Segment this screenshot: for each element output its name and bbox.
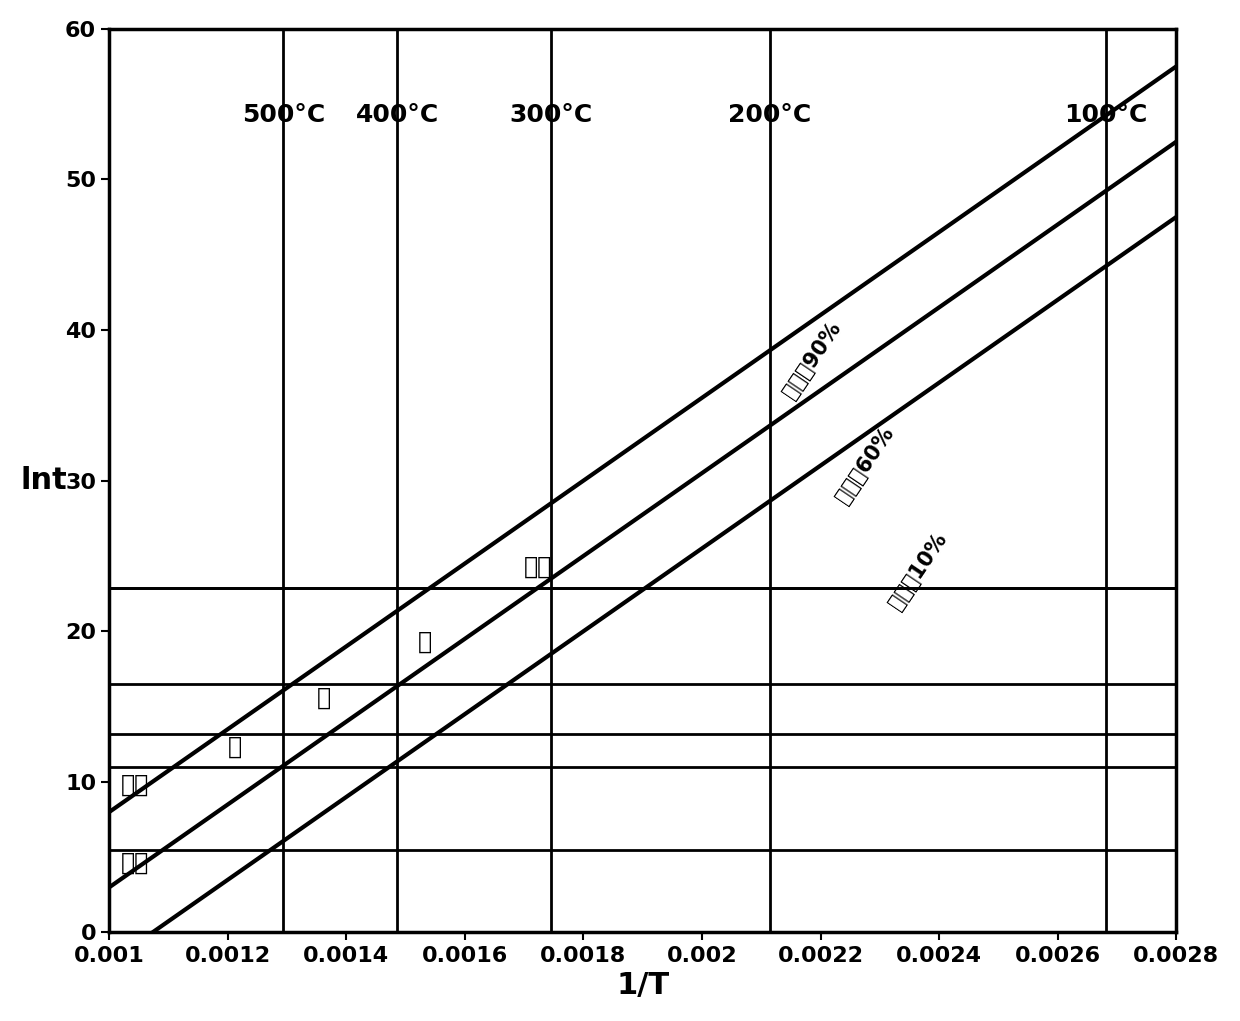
X-axis label: 1/T: 1/T: [616, 971, 670, 1001]
Text: 200°C: 200°C: [728, 103, 811, 127]
Text: 年: 年: [418, 630, 432, 653]
Text: 转化率90%: 转化率90%: [779, 319, 844, 402]
Y-axis label: lnt: lnt: [21, 467, 68, 495]
Text: 转化率60%: 转化率60%: [832, 424, 898, 507]
Text: 百年: 百年: [525, 554, 553, 579]
Text: 转化率10%: 转化率10%: [885, 529, 951, 613]
Text: 300°C: 300°C: [510, 103, 593, 127]
Text: 500°C: 500°C: [242, 103, 325, 127]
Text: 分钟: 分钟: [122, 852, 150, 875]
Text: 小时: 小时: [122, 773, 150, 796]
Text: 天: 天: [228, 735, 242, 760]
Text: 100°C: 100°C: [1064, 103, 1147, 127]
Text: 400°C: 400°C: [356, 103, 439, 127]
Text: 月: 月: [316, 685, 331, 710]
